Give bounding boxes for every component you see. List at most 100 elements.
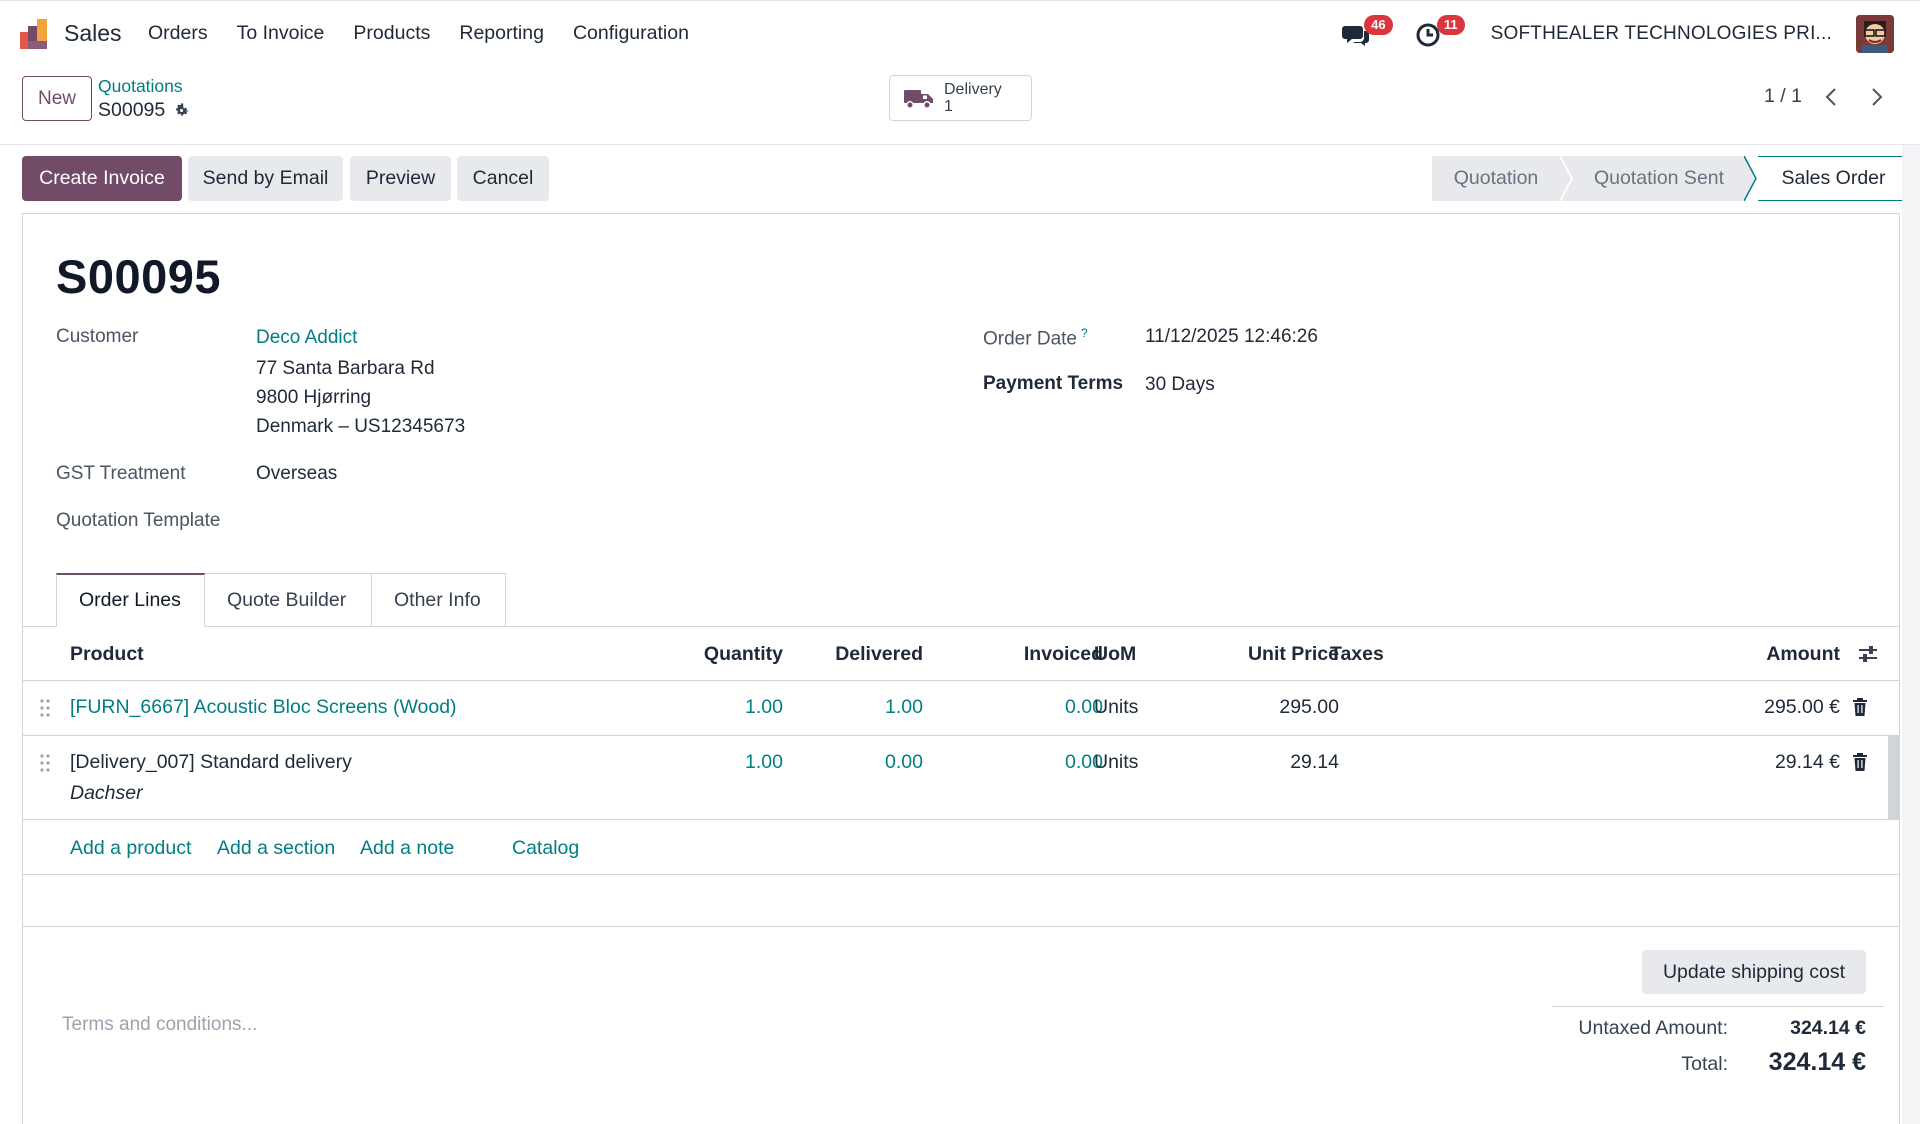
total-value: 324.14 € [1768, 1048, 1866, 1076]
tab-quote-builder[interactable]: Quote Builder [205, 573, 372, 627]
col-delivered[interactable]: Delivered [835, 643, 923, 665]
stage-separator [1560, 156, 1574, 201]
col-unit-price[interactable]: Unit Price [1247, 643, 1339, 665]
line-amount: 295.00 € [1764, 696, 1840, 718]
totals-divider [1552, 1006, 1884, 1007]
line-description[interactable]: Dachser [70, 782, 143, 804]
untaxed-amount-value: 324.14 € [1790, 1017, 1866, 1039]
stage-separator-active [1744, 156, 1758, 201]
line-quantity[interactable]: 1.00 [745, 696, 783, 718]
terms-and-conditions-field[interactable]: Terms and conditions... [62, 1014, 258, 1035]
gst-treatment-label: GST Treatment [56, 463, 186, 484]
breadcrumb-quotations[interactable]: Quotations [98, 76, 183, 96]
line-uom[interactable]: Units [1094, 696, 1139, 718]
col-taxes[interactable]: Taxes [1330, 643, 1384, 665]
line-invoiced[interactable]: 0.00 [1065, 696, 1103, 718]
main-menu: Orders To Invoice Products Reporting Con… [148, 22, 689, 45]
menu-orders[interactable]: Orders [148, 22, 208, 44]
company-switcher[interactable]: SOFTHEALER TECHNOLOGIES PRI... [1490, 23, 1832, 44]
drag-handle-icon[interactable] [40, 699, 50, 717]
help-tooltip-icon[interactable]: ? [1080, 326, 1088, 340]
stage-quotation-sent[interactable]: Quotation Sent [1574, 156, 1744, 201]
order-date-label: Order Date? [983, 326, 1088, 350]
delivery-count: 1 [944, 98, 953, 115]
tab-order-lines[interactable]: Order Lines [56, 573, 205, 627]
empty-table-row [22, 875, 1900, 927]
line-unit-price[interactable]: 29.14 [1290, 751, 1339, 773]
stage-sales-order[interactable]: Sales Order [1758, 156, 1910, 201]
line-quantity[interactable]: 1.00 [745, 751, 783, 773]
chevron-left-icon[interactable] [1820, 84, 1844, 110]
customer-link[interactable]: Deco Addict [256, 327, 358, 348]
col-amount[interactable]: Amount [1766, 643, 1840, 665]
add-line-controls: Add a product Add a section Add a note C… [22, 820, 1900, 875]
tabs-divider [22, 626, 1900, 627]
pager-value[interactable]: 1 / 1 [1764, 85, 1802, 107]
tab-other-info[interactable]: Other Info [372, 573, 506, 627]
stage-label: Quotation [1453, 167, 1539, 189]
send-email-button[interactable]: Send by Email [188, 156, 343, 201]
sales-app-icon[interactable] [20, 19, 52, 49]
col-product[interactable]: Product [70, 643, 144, 665]
trash-icon[interactable] [1852, 753, 1868, 771]
tab-label: Other Info [394, 588, 481, 611]
line-amount: 29.14 € [1774, 751, 1840, 773]
gst-treatment-value[interactable]: Overseas [256, 463, 338, 484]
breadcrumb-record-name: S00095 [98, 99, 166, 121]
menu-reporting[interactable]: Reporting [459, 22, 544, 44]
delivery-label: Delivery [944, 81, 1002, 98]
messages-badge: 46 [1364, 15, 1393, 35]
menu-products[interactable]: Products [353, 22, 431, 44]
table-row[interactable]: [FURN_6667] Acoustic Bloc Screens (Wood)… [22, 681, 1900, 736]
line-delivered[interactable]: 0.00 [885, 751, 923, 773]
form-sheet [22, 213, 1900, 1124]
menu-to-invoice[interactable]: To Invoice [236, 22, 325, 44]
tab-label: Order Lines [79, 589, 181, 611]
line-invoiced[interactable]: 0.00 [1065, 751, 1103, 773]
stage-quotation[interactable]: Quotation [1432, 156, 1560, 201]
add-product-link[interactable]: Add a product [70, 837, 192, 859]
add-section-link[interactable]: Add a section [217, 837, 336, 859]
tab-label: Quote Builder [227, 588, 347, 611]
line-delivered[interactable]: 1.00 [885, 696, 923, 718]
add-note-link[interactable]: Add a note [360, 837, 455, 859]
col-quantity[interactable]: Quantity [703, 643, 783, 665]
order-date-value[interactable]: 11/12/2025 12:46:26 [1145, 326, 1318, 347]
create-invoice-button[interactable]: Create Invoice [22, 156, 182, 201]
catalog-link[interactable]: Catalog [512, 837, 580, 859]
trash-icon[interactable] [1852, 698, 1868, 716]
col-invoiced[interactable]: Invoiced [1023, 643, 1103, 665]
customer-address-line2: 9800 Hjørring [256, 387, 372, 408]
col-uom[interactable]: UoM [1094, 643, 1137, 665]
header-divider [0, 144, 1920, 145]
messages-button[interactable]: 46 [1339, 15, 1393, 52]
customer-label: Customer [56, 326, 139, 347]
chevron-right-icon[interactable] [1864, 84, 1888, 110]
untaxed-amount-label: Untaxed Amount: [1578, 1017, 1728, 1039]
table-row[interactable]: [Delivery_007] Standard delivery Dachser… [22, 736, 1900, 820]
line-unit-price[interactable]: 295.00 [1279, 696, 1339, 718]
payment-terms-value[interactable]: 30 Days [1145, 374, 1215, 395]
gear-icon[interactable] [173, 102, 190, 119]
line-uom[interactable]: Units [1094, 751, 1139, 773]
preview-button[interactable]: Preview [350, 156, 451, 201]
activities-badge: 11 [1436, 15, 1465, 35]
order-date-label-text: Order Date [983, 328, 1077, 350]
line-product[interactable]: [FURN_6667] Acoustic Bloc Screens (Wood) [70, 696, 457, 718]
chat-icon [1341, 26, 1369, 46]
new-button[interactable]: New [22, 76, 92, 121]
optional-columns-icon[interactable] [1858, 645, 1878, 663]
update-shipping-cost-button[interactable]: Update shipping cost [1642, 950, 1866, 994]
cancel-button[interactable]: Cancel [457, 156, 549, 201]
app-name[interactable]: Sales [64, 20, 122, 46]
activities-button[interactable]: 11 [1411, 15, 1465, 52]
clock-icon [1416, 23, 1440, 47]
delivery-smart-button[interactable]: Delivery 1 [889, 75, 1032, 121]
scrollbar[interactable] [1902, 145, 1920, 1124]
line-product[interactable]: [Delivery_007] Standard delivery [70, 751, 352, 773]
drag-handle-icon[interactable] [40, 754, 50, 772]
navbar-systray: 46 11 SOFTHEALER TECHNOLOGIES PRI... [1339, 15, 1894, 53]
quotation-template-label: Quotation Template [56, 510, 221, 531]
menu-configuration[interactable]: Configuration [572, 22, 689, 44]
user-avatar[interactable] [1856, 15, 1894, 53]
